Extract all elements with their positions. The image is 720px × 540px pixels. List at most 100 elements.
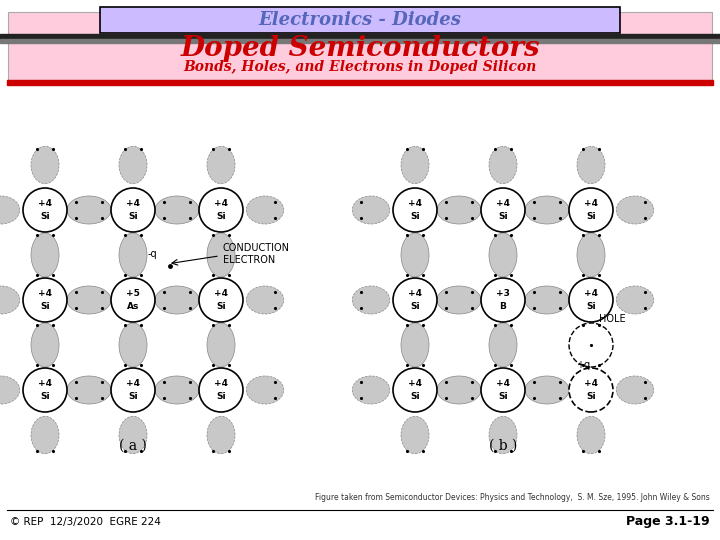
Text: CONDUCTION
ELECTRON: CONDUCTION ELECTRON bbox=[223, 242, 290, 265]
Text: -q: -q bbox=[147, 249, 157, 259]
Text: +4: +4 bbox=[214, 199, 228, 208]
Text: +3: +3 bbox=[496, 289, 510, 298]
Circle shape bbox=[199, 368, 243, 412]
Text: +4: +4 bbox=[408, 289, 422, 298]
Text: As: As bbox=[127, 302, 139, 310]
Ellipse shape bbox=[489, 323, 517, 367]
Text: +5: +5 bbox=[126, 289, 140, 298]
Text: Si: Si bbox=[410, 302, 420, 310]
Ellipse shape bbox=[155, 196, 199, 224]
Circle shape bbox=[23, 368, 67, 412]
Ellipse shape bbox=[437, 286, 481, 314]
Text: Si: Si bbox=[586, 212, 596, 221]
Text: +4: +4 bbox=[584, 199, 598, 208]
Ellipse shape bbox=[616, 376, 654, 404]
Ellipse shape bbox=[31, 146, 59, 184]
Text: +4: +4 bbox=[126, 379, 140, 388]
Ellipse shape bbox=[401, 146, 429, 184]
Ellipse shape bbox=[0, 286, 19, 314]
Circle shape bbox=[111, 368, 155, 412]
Text: +4: +4 bbox=[38, 289, 52, 298]
Text: © REP  12/3/2020  EGRE 224: © REP 12/3/2020 EGRE 224 bbox=[10, 517, 161, 527]
Ellipse shape bbox=[207, 416, 235, 454]
Ellipse shape bbox=[31, 416, 59, 454]
Circle shape bbox=[23, 278, 67, 322]
Text: Si: Si bbox=[128, 392, 138, 401]
Text: Si: Si bbox=[410, 392, 420, 401]
Bar bbox=[0, 39, 720, 43]
Text: Si: Si bbox=[40, 302, 50, 310]
Circle shape bbox=[23, 188, 67, 232]
Text: Si: Si bbox=[40, 212, 50, 221]
Circle shape bbox=[569, 368, 613, 412]
Ellipse shape bbox=[0, 196, 19, 224]
Text: +q: +q bbox=[576, 360, 590, 370]
Ellipse shape bbox=[246, 376, 284, 404]
Ellipse shape bbox=[352, 286, 390, 314]
Text: +4: +4 bbox=[214, 379, 228, 388]
Text: +4: +4 bbox=[584, 379, 598, 388]
Circle shape bbox=[393, 368, 437, 412]
Ellipse shape bbox=[577, 323, 605, 367]
Bar bbox=[7, 80, 713, 85]
Ellipse shape bbox=[119, 323, 147, 367]
Text: Si: Si bbox=[410, 212, 420, 221]
Circle shape bbox=[569, 188, 613, 232]
Ellipse shape bbox=[119, 146, 147, 184]
Circle shape bbox=[393, 188, 437, 232]
Text: Si: Si bbox=[216, 302, 226, 310]
Text: +4: +4 bbox=[214, 289, 228, 298]
Ellipse shape bbox=[352, 196, 390, 224]
Circle shape bbox=[481, 368, 525, 412]
Ellipse shape bbox=[616, 286, 654, 314]
Ellipse shape bbox=[352, 376, 390, 404]
Ellipse shape bbox=[31, 233, 59, 277]
Ellipse shape bbox=[489, 233, 517, 277]
Text: Si: Si bbox=[216, 392, 226, 401]
Circle shape bbox=[569, 323, 613, 367]
Text: ( a ): ( a ) bbox=[119, 439, 147, 453]
Text: Doped Semiconductors: Doped Semiconductors bbox=[180, 35, 540, 62]
Circle shape bbox=[569, 278, 613, 322]
Text: +4: +4 bbox=[408, 199, 422, 208]
Ellipse shape bbox=[119, 416, 147, 454]
Circle shape bbox=[111, 278, 155, 322]
Ellipse shape bbox=[525, 286, 569, 314]
Text: Si: Si bbox=[586, 302, 596, 310]
Text: Figure taken from Semiconductor Devices: Physics and Technology,  S. M. Sze, 199: Figure taken from Semiconductor Devices:… bbox=[315, 494, 710, 503]
Ellipse shape bbox=[525, 376, 569, 404]
Ellipse shape bbox=[246, 286, 284, 314]
Text: ( b ): ( b ) bbox=[489, 439, 517, 453]
FancyBboxPatch shape bbox=[8, 12, 712, 80]
Ellipse shape bbox=[525, 196, 569, 224]
Text: +4: +4 bbox=[496, 199, 510, 208]
Ellipse shape bbox=[207, 323, 235, 367]
Text: +4: +4 bbox=[38, 199, 52, 208]
Text: Si: Si bbox=[40, 392, 50, 401]
Text: +4: +4 bbox=[38, 379, 52, 388]
Ellipse shape bbox=[155, 286, 199, 314]
Text: HOLE: HOLE bbox=[599, 314, 626, 324]
Bar bbox=[0, 34, 720, 39]
Text: Si: Si bbox=[498, 212, 508, 221]
Ellipse shape bbox=[577, 233, 605, 277]
Text: Si: Si bbox=[128, 212, 138, 221]
Ellipse shape bbox=[401, 233, 429, 277]
FancyBboxPatch shape bbox=[100, 7, 620, 33]
Ellipse shape bbox=[401, 323, 429, 367]
Ellipse shape bbox=[401, 416, 429, 454]
Text: Bonds, Holes, and Electrons in Doped Silicon: Bonds, Holes, and Electrons in Doped Sil… bbox=[184, 60, 536, 74]
Text: Si: Si bbox=[216, 212, 226, 221]
Ellipse shape bbox=[616, 196, 654, 224]
Text: +4: +4 bbox=[408, 379, 422, 388]
Ellipse shape bbox=[246, 196, 284, 224]
Ellipse shape bbox=[577, 416, 605, 454]
Ellipse shape bbox=[119, 233, 147, 277]
Ellipse shape bbox=[67, 286, 111, 314]
Ellipse shape bbox=[437, 376, 481, 404]
Text: Electronics - Diodes: Electronics - Diodes bbox=[258, 11, 462, 29]
Text: B: B bbox=[500, 302, 506, 310]
Ellipse shape bbox=[489, 146, 517, 184]
Ellipse shape bbox=[207, 233, 235, 277]
Ellipse shape bbox=[577, 146, 605, 184]
